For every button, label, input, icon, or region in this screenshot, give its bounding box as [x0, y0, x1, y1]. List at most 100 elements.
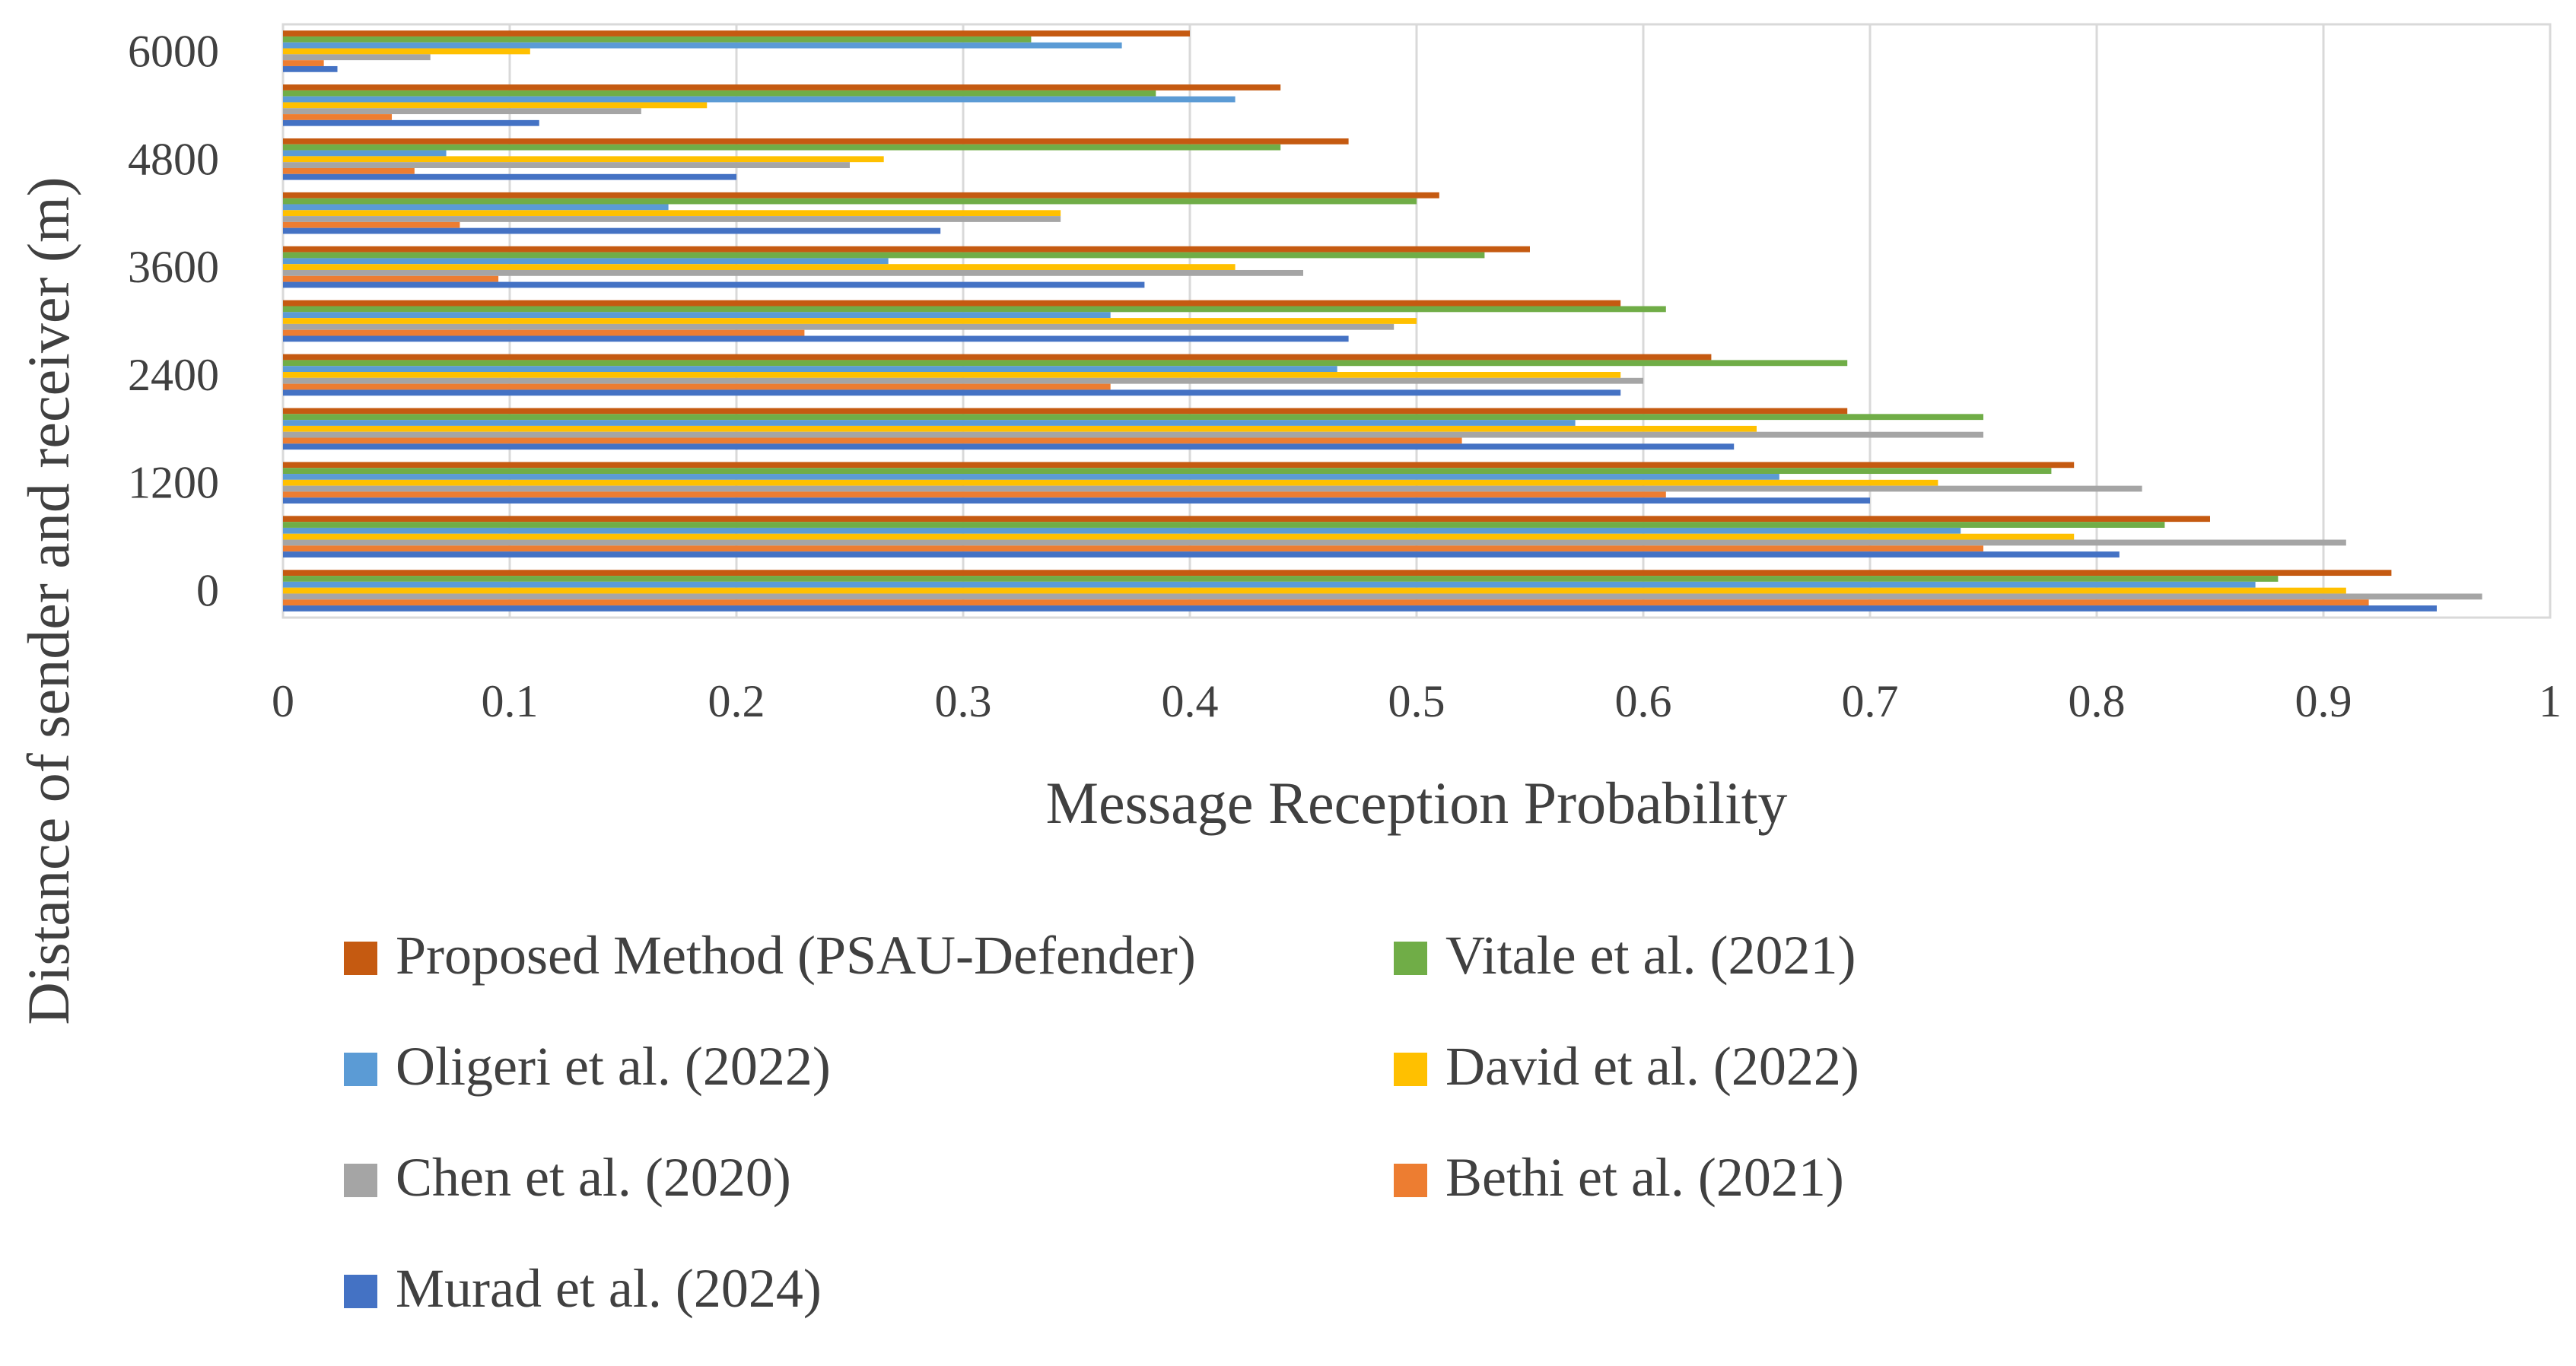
bar — [283, 275, 499, 282]
bar — [283, 156, 884, 163]
bar — [283, 522, 2165, 528]
bar — [283, 377, 1643, 384]
bar — [283, 216, 1061, 222]
legend-label: Bethi et al. (2021) — [1445, 1147, 1844, 1208]
legend-swatch — [1394, 1164, 1427, 1197]
x-axis-title: Message Reception Probability — [1046, 770, 1788, 836]
bar — [283, 570, 2392, 577]
bar — [283, 516, 2210, 523]
bar — [283, 462, 2075, 469]
y-axis-title: Distance of sender and receiver (m) — [15, 176, 81, 1024]
bar — [283, 599, 2369, 606]
bar — [283, 443, 1735, 450]
bar — [283, 150, 447, 157]
bar — [283, 420, 1576, 426]
bar — [283, 312, 1111, 319]
bar — [283, 300, 1621, 307]
bar — [283, 360, 1848, 367]
bar — [283, 264, 1236, 270]
bar — [283, 252, 1485, 259]
bar — [283, 539, 2346, 546]
bar — [283, 479, 1938, 486]
legend-swatch — [1394, 1053, 1427, 1086]
bar — [283, 54, 431, 61]
bar — [283, 323, 1395, 330]
bar — [283, 576, 2279, 582]
x-axis-ticks: 0 0.1 0.2 0.3 0.4 0.5 0.6 0.7 0.8 0.9 1 — [272, 676, 2562, 726]
legend-label: Chen et al. (2020) — [396, 1147, 791, 1208]
bar — [283, 30, 1190, 37]
legend-label: Proposed Method (PSAU-Defender) — [396, 925, 1196, 986]
bar — [283, 210, 1061, 217]
bar — [283, 306, 1666, 313]
bar — [283, 192, 1439, 199]
legend-label: Vitale et al. (2021) — [1445, 925, 1856, 986]
bar — [283, 497, 1870, 504]
bar — [283, 551, 2120, 558]
legend-label: Murad et al. (2024) — [396, 1258, 822, 1319]
bar — [283, 581, 2256, 588]
y-tick-label: 3600 — [128, 242, 219, 292]
legend-item: Murad et al. (2024) — [344, 1258, 822, 1319]
legend-swatch — [344, 1164, 377, 1197]
bar — [283, 372, 1621, 378]
bar — [283, 366, 1337, 373]
legend-item: Bethi et al. (2021) — [1394, 1147, 1844, 1208]
x-tick-label: 0.8 — [2069, 676, 2126, 726]
bar — [283, 408, 1848, 415]
x-tick-label: 0.7 — [1842, 676, 1899, 726]
x-tick-label: 0.6 — [1615, 676, 1672, 726]
bar — [283, 221, 460, 228]
bar — [283, 587, 2346, 594]
bar — [283, 485, 2142, 492]
bar — [283, 354, 1712, 361]
legend-swatch — [344, 942, 377, 975]
bar — [283, 593, 2482, 600]
legend-item: Chen et al. (2020) — [344, 1147, 791, 1208]
bar — [283, 227, 941, 234]
x-tick-label: 0.5 — [1388, 676, 1445, 726]
y-tick-label: 1200 — [128, 458, 219, 508]
bar — [283, 102, 708, 109]
bar — [283, 545, 1983, 552]
bar — [283, 198, 1417, 205]
bar — [283, 162, 850, 168]
bar — [283, 108, 641, 115]
bars — [283, 30, 2482, 612]
bar — [283, 425, 1757, 432]
x-tick-label: 0.3 — [935, 676, 992, 726]
bar — [283, 431, 1983, 438]
bar — [283, 96, 1236, 103]
bar — [283, 258, 889, 265]
bar — [283, 48, 530, 55]
y-tick-label: 6000 — [128, 27, 219, 77]
bar — [283, 491, 1666, 498]
bar — [283, 533, 2075, 540]
bar — [283, 173, 736, 180]
legend-item: Oligeri et al. (2022) — [344, 1036, 831, 1097]
x-tick-label: 0.2 — [708, 676, 765, 726]
legend-label: Oligeri et al. (2022) — [396, 1036, 831, 1097]
bar — [283, 144, 1281, 151]
bar — [283, 527, 1961, 534]
legend-swatch — [344, 1275, 377, 1308]
x-tick-label: 1 — [2539, 676, 2562, 726]
y-axis-ticks: 0 1200 2400 3600 4800 6000 — [128, 27, 219, 616]
bar — [283, 60, 324, 66]
legend-swatch — [344, 1053, 377, 1086]
bar — [283, 90, 1156, 97]
legend-item: David et al. (2022) — [1394, 1036, 1859, 1097]
bar — [283, 204, 669, 211]
bar — [283, 114, 393, 120]
bar — [283, 269, 1303, 276]
bar — [283, 474, 1779, 480]
x-tick-label: 0 — [272, 676, 294, 726]
bar — [283, 65, 338, 72]
bar — [283, 383, 1111, 390]
x-tick-label: 0.9 — [2295, 676, 2352, 726]
bar — [283, 318, 1417, 324]
legend-item: Vitale et al. (2021) — [1394, 925, 1856, 986]
bar — [283, 437, 1462, 444]
legend-swatch — [1394, 942, 1427, 975]
